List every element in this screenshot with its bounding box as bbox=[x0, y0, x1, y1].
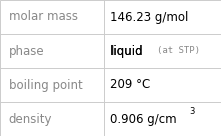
Text: 209 °C: 209 °C bbox=[110, 78, 151, 92]
Text: liquid: liquid bbox=[110, 44, 151, 58]
Text: boiling point: boiling point bbox=[9, 78, 83, 92]
Text: liquid: liquid bbox=[110, 44, 143, 58]
Text: (at STP): (at STP) bbox=[157, 47, 200, 55]
Text: 146.23 g/mol: 146.23 g/mol bbox=[110, 10, 189, 24]
Text: 0.906 g/cm: 0.906 g/cm bbox=[110, 112, 177, 126]
Text: molar mass: molar mass bbox=[9, 10, 78, 24]
Text: phase: phase bbox=[9, 44, 44, 58]
Text: 3: 3 bbox=[189, 107, 194, 116]
Text: density: density bbox=[9, 112, 52, 126]
